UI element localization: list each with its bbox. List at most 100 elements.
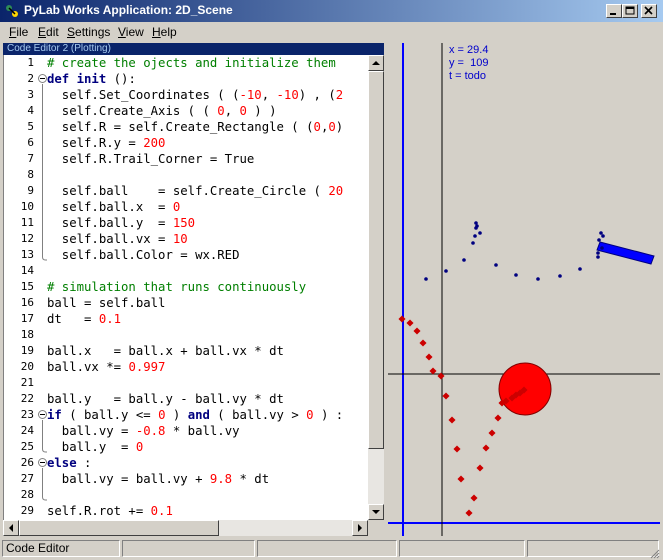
- code-line[interactable]: 20 ball.vx *= 0.997: [4, 359, 369, 375]
- close-button[interactable]: [641, 4, 657, 18]
- corner-trail-dot: [597, 238, 601, 242]
- fold-end-icon: [42, 487, 47, 501]
- line-number: 21: [20, 376, 34, 389]
- ball-trail-marker: [437, 372, 445, 380]
- scroll-up-button[interactable]: [368, 55, 384, 71]
- corner-trail-dot: [473, 234, 477, 238]
- ball-trail-marker: [520, 386, 528, 394]
- code-line[interactable]: 13 self.ball.Color = wx.RED: [4, 247, 369, 263]
- code-line[interactable]: 27 ball.vy = ball.vy + 9.8 * dt: [4, 471, 369, 487]
- ball-trail-marker: [413, 327, 421, 335]
- code-text: dt = 0.1: [47, 312, 122, 326]
- code-line[interactable]: 8: [4, 167, 369, 183]
- code-line[interactable]: 7 self.R.Trail_Corner = True: [4, 151, 369, 167]
- corner-trail-dot: [444, 269, 448, 273]
- line-number: 3: [27, 88, 34, 101]
- scroll-left-button[interactable]: [3, 520, 19, 536]
- scroll-down-button[interactable]: [368, 504, 384, 520]
- code-text: self.R.Trail_Corner = True: [47, 152, 255, 166]
- status-bar: Code Editor: [0, 538, 663, 560]
- line-number: 13: [20, 248, 34, 261]
- ball-trail-marker: [476, 464, 484, 472]
- code-editor[interactable]: 1 # create the ojects and initialize them…: [3, 55, 369, 520]
- code-text: self.Create_Axis ( ( 0, 0 ) ): [47, 104, 277, 118]
- ball-trail-marker: [398, 315, 406, 323]
- code-line[interactable]: 17 dt = 0.1: [4, 311, 369, 327]
- line-number: 1: [27, 56, 34, 69]
- code-line[interactable]: 3 self.Set_Coordinates ( (-10, -10) , (2: [4, 87, 369, 103]
- code-line[interactable]: 24 ball.vy = -0.8 * ball.vy: [4, 423, 369, 439]
- maximize-button[interactable]: [622, 4, 638, 18]
- fold-toggle-icon[interactable]: [38, 410, 47, 419]
- code-line[interactable]: 2 def init ():: [4, 71, 369, 87]
- ball-trail-marker: [502, 397, 510, 405]
- scroll-thumb[interactable]: [368, 71, 384, 449]
- resize-grip-icon[interactable]: [648, 547, 660, 559]
- line-number: 24: [20, 424, 34, 437]
- code-line[interactable]: 14: [4, 263, 369, 279]
- code-line[interactable]: 15 # simulation that runs continuously: [4, 279, 369, 295]
- status-pane-2: [122, 540, 255, 557]
- line-number: 15: [20, 280, 34, 293]
- rectangle-corner-trail: [424, 221, 605, 281]
- ball-trail-marker: [494, 414, 502, 422]
- menu-edit[interactable]: Edit: [38, 25, 59, 39]
- code-line[interactable]: 18: [4, 327, 369, 343]
- code-line[interactable]: 19 ball.x = ball.x + ball.vx * dt: [4, 343, 369, 359]
- code-text: ball.vy = ball.vy + 9.8 * dt: [47, 472, 270, 486]
- code-line[interactable]: 12 self.ball.vx = 10: [4, 231, 369, 247]
- code-text: self.R.y = 200: [47, 136, 166, 150]
- code-line[interactable]: 11 self.ball.y = 150: [4, 215, 369, 231]
- code-text: ball.y = ball.y - ball.vy * dt: [47, 392, 284, 406]
- code-line[interactable]: 10 self.ball.x = 0: [4, 199, 369, 215]
- corner-trail-dot: [536, 277, 540, 281]
- code-line[interactable]: 21: [4, 375, 369, 391]
- code-text: ball.vx *= 0.997: [47, 360, 166, 374]
- line-number: 27: [20, 472, 34, 485]
- editor-vertical-scrollbar[interactable]: [368, 55, 384, 520]
- fold-guide: [42, 468, 43, 490]
- arrow-down-icon: [372, 510, 380, 514]
- scene-canvas[interactable]: x = 29.4 y = 109 t = todo: [388, 43, 660, 536]
- menu-file[interactable]: File: [9, 25, 29, 39]
- menu-help[interactable]: Help: [152, 25, 177, 39]
- close-icon: [644, 6, 653, 15]
- line-number: 23: [20, 408, 34, 421]
- code-line[interactable]: 9 self.ball = self.Create_Circle ( 20: [4, 183, 369, 199]
- ball-trail-marker: [442, 392, 450, 400]
- status-pane-4: [399, 540, 525, 557]
- rotating-rectangle: [596, 241, 655, 265]
- code-line[interactable]: 4 self.Create_Axis ( ( 0, 0 ) ): [4, 103, 369, 119]
- line-number: 20: [20, 360, 34, 373]
- title-bar: PyLab Works Application: 2D_Scene: [0, 0, 663, 22]
- window-title: PyLab Works Application: 2D_Scene: [24, 3, 233, 17]
- code-line[interactable]: 23 if ( ball.y <= 0 ) and ( ball.vy > 0 )…: [4, 407, 369, 423]
- code-line[interactable]: 1 # create the ojects and initialize them: [4, 55, 369, 71]
- readout-t: t = todo: [449, 70, 487, 82]
- horizontal-scroll-thumb[interactable]: [19, 520, 219, 536]
- menu-settings[interactable]: Settings: [67, 25, 111, 39]
- app-icon: [6, 5, 18, 17]
- editor-horizontal-scrollbar[interactable]: [3, 520, 368, 536]
- code-line[interactable]: 5 self.R = self.Create_Rectangle ( (0,0): [4, 119, 369, 135]
- line-number: 8: [27, 168, 34, 181]
- ball-trail-marker: [488, 429, 496, 437]
- code-line[interactable]: 26 else :: [4, 455, 369, 471]
- code-line[interactable]: 28: [4, 487, 369, 503]
- corner-trail-dot: [514, 273, 518, 277]
- code-line[interactable]: 29 self.R.rot += 0.1: [4, 503, 369, 519]
- panel-splitter[interactable]: [384, 43, 388, 536]
- code-line[interactable]: 22 ball.y = ball.y - ball.vy * dt: [4, 391, 369, 407]
- code-line[interactable]: 25 ball.y = 0: [4, 439, 369, 455]
- line-number: 9: [27, 184, 34, 197]
- fold-toggle-icon[interactable]: [38, 458, 47, 467]
- ball-trail-marker: [465, 509, 473, 517]
- arrow-up-icon: [372, 61, 380, 65]
- code-line[interactable]: 16 ball = self.ball: [4, 295, 369, 311]
- minimize-button[interactable]: [606, 4, 622, 18]
- code-line[interactable]: 6 self.R.y = 200: [4, 135, 369, 151]
- readout-x: x = 29.4: [449, 44, 489, 56]
- fold-toggle-icon[interactable]: [38, 74, 47, 83]
- scroll-right-button[interactable]: [352, 520, 368, 536]
- menu-view[interactable]: View: [118, 25, 144, 39]
